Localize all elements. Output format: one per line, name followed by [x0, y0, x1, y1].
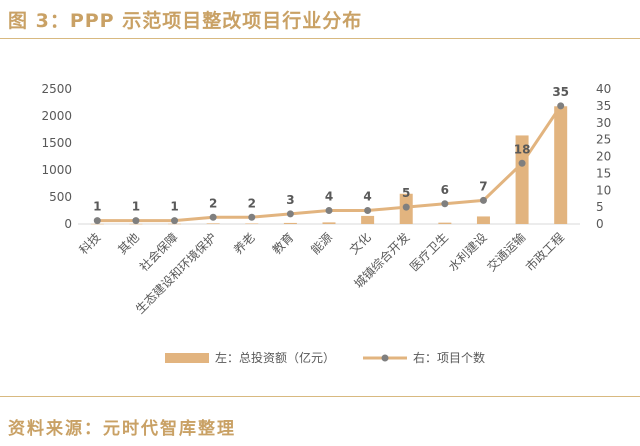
right-axis-tick-label: 20	[596, 150, 611, 164]
line-point	[402, 203, 410, 211]
line-point	[518, 159, 526, 167]
line-point	[557, 102, 565, 110]
data-label: 6	[441, 183, 449, 197]
right-axis-tick-label: 15	[596, 166, 611, 180]
category-label: 市政工程	[522, 230, 567, 275]
data-label: 7	[479, 179, 487, 193]
right-axis-tick-label: 10	[596, 183, 611, 197]
category-label: 医疗卫生	[407, 230, 451, 274]
right-axis-tick-label: 30	[596, 116, 611, 130]
line-point	[132, 217, 140, 225]
bar	[476, 216, 490, 224]
category-label: 水利建设	[446, 230, 490, 274]
left-axis-tick-label: 0	[64, 217, 72, 231]
footer-divider	[0, 396, 640, 397]
category-label: 教育	[269, 230, 297, 258]
legend-bar-label: 左：总投资额（亿元）	[215, 350, 335, 365]
line-point	[479, 196, 487, 204]
line-point	[286, 210, 294, 218]
source-note: 资料来源：元时代智库整理	[8, 419, 236, 439]
category-label: 能源	[308, 230, 335, 257]
data-label: 4	[325, 190, 333, 204]
title-divider	[0, 38, 640, 39]
category-label: 科技	[77, 230, 104, 257]
page-title: 图 3：PPP 示范项目整改项目行业分布	[8, 10, 363, 32]
legend-line-label: 右：项目个数	[413, 350, 485, 365]
data-label: 2	[248, 196, 256, 210]
right-axis-tick-label: 0	[596, 217, 604, 231]
line-point	[248, 213, 256, 221]
bar	[361, 215, 375, 224]
category-label: 文化	[346, 230, 374, 258]
right-axis-tick-label: 25	[596, 133, 611, 147]
line-point	[209, 213, 217, 221]
data-label: 5	[402, 186, 410, 200]
data-label: 1	[132, 200, 140, 214]
left-axis-tick-label: 2500	[41, 82, 72, 96]
data-label: 4	[363, 190, 371, 204]
bar	[283, 222, 297, 224]
category-label: 养老	[230, 230, 258, 258]
data-label: 35	[552, 85, 569, 99]
data-label: 18	[514, 142, 531, 156]
left-axis-tick-label: 1500	[41, 136, 72, 150]
legend-bar-swatch	[165, 353, 209, 363]
bar	[438, 222, 452, 224]
line-point	[441, 200, 449, 208]
data-label: 1	[170, 200, 178, 214]
category-label: 交通运输	[484, 230, 529, 275]
left-axis-tick-label: 1000	[41, 163, 72, 177]
bar	[245, 223, 259, 224]
data-label: 3	[286, 193, 294, 207]
line-point	[171, 217, 179, 225]
legend-line-marker	[381, 354, 389, 362]
left-axis-tick-label: 2000	[41, 109, 72, 123]
bar	[554, 106, 568, 224]
category-label: 其他	[115, 230, 142, 257]
right-axis-tick-label: 35	[596, 99, 611, 113]
left-axis-tick-label: 500	[49, 190, 72, 204]
data-label: 2	[209, 196, 217, 210]
data-label: 1	[93, 200, 101, 214]
line-point	[93, 217, 101, 225]
line-point	[364, 207, 372, 214]
bar	[322, 222, 336, 224]
right-axis-tick-label: 5	[596, 200, 604, 214]
right-axis-tick-label: 40	[596, 82, 611, 96]
bar	[206, 223, 220, 224]
line-point	[325, 207, 333, 214]
